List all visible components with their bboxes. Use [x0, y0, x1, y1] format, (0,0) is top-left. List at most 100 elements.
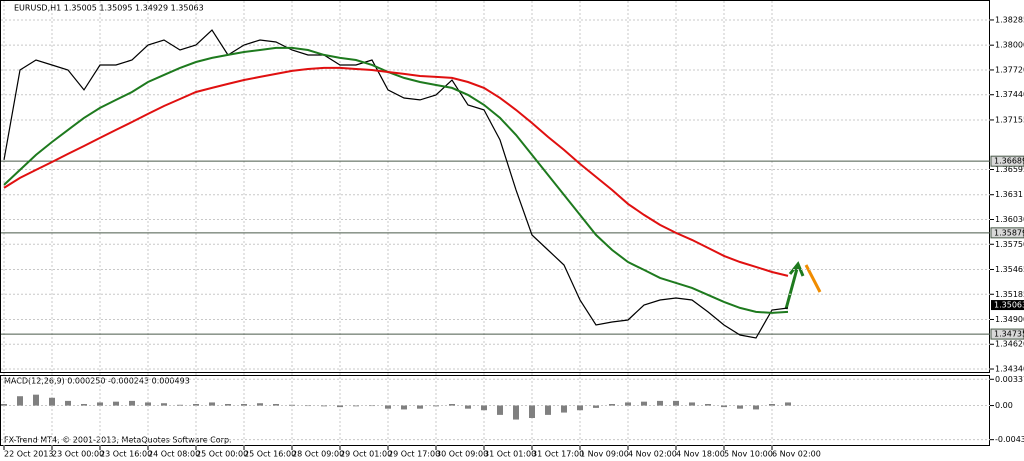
main-panel	[0, 0, 990, 373]
histogram-bar	[673, 400, 679, 406]
x-tick-label: 5 Nov 10:00	[724, 450, 773, 459]
histogram-bar	[577, 405, 583, 411]
y-tick-label: 1.37720	[995, 65, 1024, 74]
histogram-bar	[753, 405, 759, 410]
histogram-bar	[209, 402, 215, 406]
histogram-bar	[593, 405, 599, 408]
y-tick-label: 1.38285	[995, 15, 1024, 24]
y-tick-label: 0.003378	[995, 375, 1024, 384]
histogram-bar	[657, 400, 663, 406]
histogram-bar	[49, 397, 55, 406]
y-tick-label: 1.36595	[995, 165, 1024, 174]
x-tick-label: 25 Oct 00:00	[196, 450, 248, 459]
histogram-bar	[257, 403, 263, 406]
histogram-bar	[769, 404, 775, 406]
histogram-bar	[433, 405, 439, 407]
x-tick-label: 6 Nov 02:00	[772, 450, 821, 459]
y-tick-label: 1.34620	[995, 340, 1024, 349]
x-tick-label: 23 Oct 00:00	[52, 450, 104, 459]
x-tick-label: 1 Nov 09:00	[580, 450, 629, 459]
down-arrow	[804, 264, 822, 293]
x-tick-label: 25 Oct 16:00	[244, 450, 296, 459]
series-line	[3, 66, 789, 277]
histogram-bar	[97, 402, 103, 406]
histogram-bar	[625, 402, 631, 406]
y-tick-label: 1.35185	[995, 290, 1024, 299]
x-tick-label: 31 Oct 01:00	[484, 450, 536, 459]
x-tick-label: 30 Oct 09:00	[436, 450, 488, 459]
histogram-bar	[113, 401, 119, 406]
histogram-bar	[449, 404, 455, 406]
histogram-bar	[241, 404, 247, 406]
histogram-bar	[641, 401, 647, 406]
price-label: 1.35063	[994, 301, 1024, 310]
histogram-bar	[17, 396, 23, 406]
y-tick-label: 1.37440	[995, 90, 1024, 99]
y-tick-label: 1.36030	[995, 215, 1024, 224]
series-line	[3, 46, 789, 314]
x-tick-label: 28 Oct 09:00	[292, 450, 344, 459]
histogram-bar	[545, 405, 551, 415]
histogram-bar	[337, 405, 343, 408]
y-tick-label: 1.3631	[995, 190, 1023, 199]
level-label-box	[990, 155, 1024, 167]
histogram-bar	[129, 400, 135, 406]
histogram-bar	[289, 404, 295, 406]
histogram-bar	[177, 404, 183, 406]
histogram-bar	[737, 405, 743, 409]
x-tick-label: 4 Nov 02:00	[628, 450, 677, 459]
y-tick-label: 0.00	[995, 401, 1013, 410]
histogram-bar	[33, 394, 39, 406]
x-tick-label: 31 Oct 17:00	[532, 450, 584, 459]
histogram-bar	[65, 400, 71, 406]
histogram-bar	[1, 404, 7, 406]
histogram-bar	[609, 404, 615, 406]
y-tick-label: 1.34900	[995, 315, 1024, 324]
histogram-bar	[321, 405, 327, 407]
macd-panel	[0, 375, 990, 446]
histogram-bar	[465, 405, 471, 409]
y-tick-label: 1.38000	[995, 41, 1024, 50]
chart-title: EURUSD,H1 1.35005 1.35095 1.34929 1.3506…	[14, 4, 204, 13]
histogram-bar	[689, 402, 695, 406]
x-tick-label: 24 Oct 08:00	[148, 450, 200, 459]
y-tick-label: -0.004385	[995, 435, 1024, 444]
level-label: 1.35879	[994, 228, 1024, 237]
level-label: 1.36689	[994, 157, 1024, 166]
price-label-box	[991, 300, 1024, 311]
level-label-box	[990, 328, 1024, 340]
histogram-bar	[785, 402, 791, 406]
histogram-bar	[721, 405, 727, 408]
y-tick-label: 1.34340	[995, 365, 1024, 374]
x-tick-label: 22 Oct 2013	[4, 450, 53, 459]
histogram-bar	[497, 405, 503, 415]
macd-title: MACD(12,26,9) 0.000250 -0.000243 0.00049…	[4, 377, 190, 386]
level-label-box	[990, 227, 1024, 239]
histogram-bar	[561, 405, 567, 413]
histogram-bar	[481, 405, 487, 411]
y-tick-label: 1.35750	[995, 240, 1024, 249]
series-line	[3, 29, 789, 339]
histogram-bar	[369, 405, 375, 407]
histogram-bar	[145, 402, 151, 406]
x-tick-label: 29 Oct 01:00	[340, 450, 392, 459]
histogram-bar	[305, 405, 311, 407]
x-tick-label: 4 Nov 18:00	[676, 450, 725, 459]
histogram-bar	[513, 405, 519, 420]
histogram-bar	[417, 405, 423, 409]
histogram-bar	[401, 405, 407, 410]
level-label: 1.34735	[994, 330, 1024, 339]
x-tick-label: 23 Oct 16:00	[100, 450, 152, 459]
histogram-bar	[529, 405, 535, 418]
histogram-bar	[273, 404, 279, 406]
histogram-bar	[225, 404, 231, 406]
histogram-bar	[81, 404, 87, 406]
histogram-bar	[353, 405, 359, 407]
y-tick-label: 1.35465	[995, 265, 1024, 274]
x-tick-label: 29 Oct 17:00	[388, 450, 440, 459]
y-tick-label: 1.37155	[995, 115, 1024, 124]
histogram-bar	[161, 403, 167, 406]
histogram-bar	[193, 404, 199, 406]
histogram-bar	[705, 404, 711, 406]
